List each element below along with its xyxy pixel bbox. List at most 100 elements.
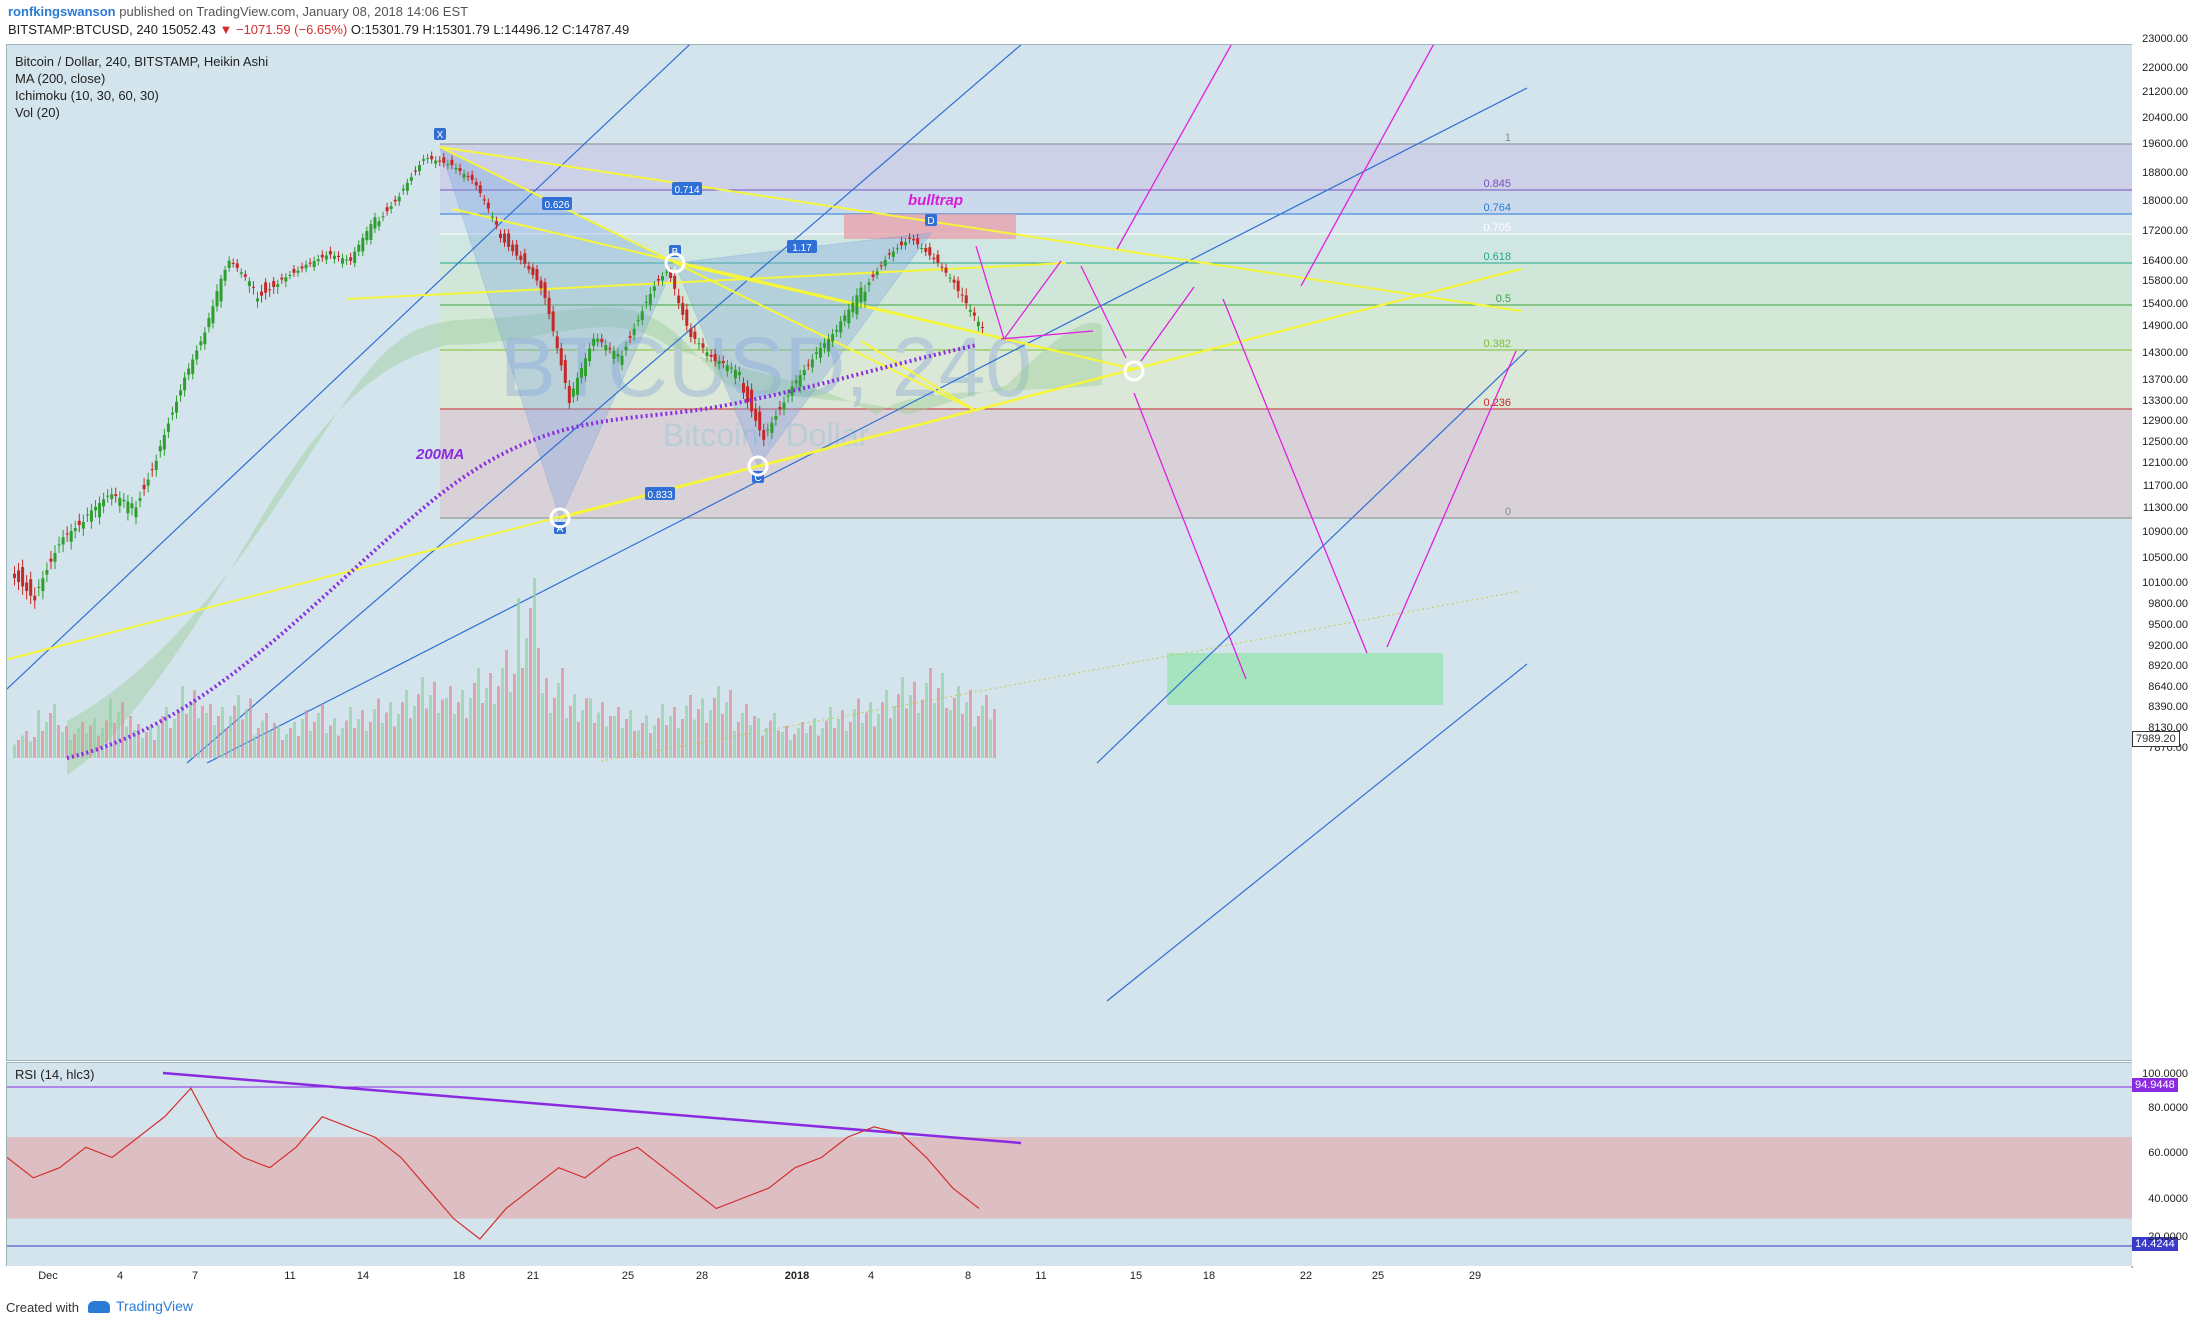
author-link[interactable]: ronfkingswanson bbox=[8, 4, 116, 19]
candle-body bbox=[563, 360, 567, 383]
x-tick-label: 25 bbox=[621, 1270, 635, 1282]
candle-body bbox=[337, 255, 340, 257]
y-tick-label: 16400.00 bbox=[2142, 255, 2188, 267]
volume-bar bbox=[97, 735, 100, 758]
volume-bar bbox=[673, 707, 676, 758]
volume-bar bbox=[389, 702, 392, 758]
candle-body bbox=[308, 262, 312, 264]
volume-bar bbox=[777, 730, 780, 758]
candle-body bbox=[960, 294, 964, 296]
rsi-svg bbox=[7, 1071, 2132, 1247]
volume-bar bbox=[741, 713, 744, 758]
x-tick-label: 14 bbox=[356, 1270, 370, 1282]
candle-body bbox=[689, 328, 693, 337]
volume-bar bbox=[317, 713, 320, 758]
candle-body bbox=[235, 263, 239, 268]
volume-bar bbox=[861, 723, 864, 758]
legend-ma[interactable]: MA (200, close) bbox=[15, 71, 106, 86]
candle-body bbox=[256, 298, 259, 302]
projection-arrow bbox=[1003, 260, 1062, 340]
candle-body bbox=[883, 260, 887, 266]
volume-bar bbox=[485, 688, 488, 758]
volume-bar bbox=[769, 720, 772, 758]
candle-body bbox=[85, 514, 89, 516]
rsi-line bbox=[7, 1087, 980, 1240]
volume-bar bbox=[913, 681, 916, 758]
volume-bar bbox=[73, 734, 76, 758]
candle-body bbox=[709, 355, 713, 357]
volume-bar bbox=[865, 712, 868, 758]
candle-body bbox=[401, 188, 405, 191]
volume-bar bbox=[461, 690, 464, 758]
ratio-label: 1.17 bbox=[792, 243, 812, 254]
volume-bar bbox=[89, 725, 92, 758]
x-tick-label: 15 bbox=[1129, 1270, 1143, 1282]
time-axis[interactable]: Dec 4 7 11 14 18 21 25 28 2018 4 8 11 15 18 22 25 29 bbox=[6, 1266, 2131, 1288]
tradingview-brand[interactable]: TradingView bbox=[88, 1298, 193, 1314]
candle-body bbox=[332, 255, 336, 259]
fib-zone bbox=[440, 350, 2132, 409]
rsi-pane[interactable]: RSI (14, hlc3) bbox=[6, 1062, 2133, 1268]
y-tick-label: 10500.00 bbox=[2142, 552, 2188, 564]
volume-bar bbox=[585, 698, 588, 758]
trend-line-blue bbox=[206, 87, 1528, 764]
candle-body bbox=[17, 570, 21, 583]
candle-body bbox=[725, 365, 729, 372]
legend-vol[interactable]: Vol (20) bbox=[15, 105, 60, 120]
volume-bar bbox=[961, 714, 964, 758]
price-axis[interactable]: 23000.00 22000.00 21200.00 20400.00 19600.00… bbox=[2132, 33, 2196, 1266]
y-tick-label: 23000.00 bbox=[2142, 33, 2188, 45]
x-tick-label: 4 bbox=[116, 1270, 124, 1282]
candle-body bbox=[628, 336, 632, 338]
candle-body bbox=[928, 247, 932, 256]
candle-body bbox=[369, 224, 373, 240]
legend-ichimoku[interactable]: Ichimoku (10, 30, 60, 30) bbox=[15, 88, 159, 103]
candle-body bbox=[600, 339, 604, 343]
candle-body bbox=[835, 329, 839, 332]
volume-bar bbox=[917, 713, 920, 758]
volume-bar bbox=[517, 598, 520, 758]
volume-bar bbox=[333, 718, 336, 758]
candle-body bbox=[98, 503, 102, 518]
candle-body bbox=[527, 265, 531, 270]
candle-body bbox=[976, 321, 980, 327]
volume-bar bbox=[37, 710, 40, 758]
volume-bar bbox=[925, 683, 928, 758]
candle-body bbox=[41, 578, 45, 592]
candle-body bbox=[782, 402, 786, 410]
candle-body bbox=[932, 257, 936, 260]
volume-bar bbox=[33, 737, 36, 758]
candle-body bbox=[142, 484, 146, 490]
volume-bar bbox=[853, 709, 856, 758]
projection-arrow bbox=[1116, 45, 1232, 250]
candle-body bbox=[693, 331, 697, 339]
volume-bar bbox=[433, 681, 436, 758]
candle-body bbox=[373, 217, 377, 229]
volume-bar bbox=[889, 718, 892, 758]
volume-bar bbox=[133, 730, 136, 758]
candle-body bbox=[438, 160, 442, 162]
candle-body bbox=[349, 257, 353, 261]
candle-body bbox=[632, 328, 636, 336]
price-chart-pane[interactable]: Bitcoin / Dollar, 240, BITSTAMP, Heikin … bbox=[6, 44, 2133, 1061]
volume-bar bbox=[605, 726, 608, 758]
candle-body bbox=[608, 347, 612, 349]
y-tick-label: 9200.00 bbox=[2148, 640, 2188, 652]
volume-bar bbox=[833, 728, 836, 758]
candle-body bbox=[57, 544, 61, 546]
candle-body bbox=[29, 579, 33, 596]
candle-body bbox=[158, 446, 162, 452]
volume-bar bbox=[425, 708, 428, 758]
candle-body bbox=[507, 233, 511, 247]
candle-body bbox=[81, 522, 85, 529]
point-label-x: X bbox=[437, 130, 444, 141]
candle-body bbox=[53, 553, 57, 562]
rsi-bottom-marker: 14.4244 bbox=[2132, 1237, 2178, 1251]
fib-zone bbox=[440, 144, 2132, 190]
volume-bar bbox=[117, 712, 120, 758]
target-marker bbox=[549, 507, 571, 529]
ratio-label: 0.626 bbox=[544, 200, 569, 211]
volume-bar bbox=[573, 694, 576, 758]
volume-bar bbox=[229, 716, 232, 758]
candle-body bbox=[814, 352, 818, 355]
